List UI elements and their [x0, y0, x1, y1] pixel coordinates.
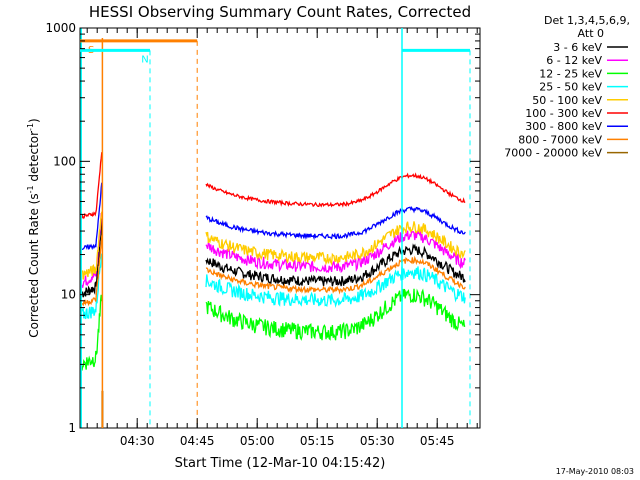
y-axis-label-main: Corrected Count Rate (s	[27, 193, 41, 337]
series-layer	[81, 152, 466, 428]
x-tick-label: 05:30	[360, 434, 395, 448]
legend-label-6: 300 - 800 keV	[525, 120, 602, 133]
series-6	[81, 182, 466, 251]
series-line-pre	[81, 152, 103, 220]
series-4	[81, 211, 466, 280]
y-axis-label-end: )	[27, 118, 41, 123]
chart-title: HESSI Observing Summary Count Rates, Cor…	[89, 3, 471, 21]
legend-label-3: 25 - 50 keV	[539, 81, 602, 94]
y-tick-label: 10	[61, 288, 76, 302]
legend-label-7: 800 - 7000 keV	[518, 133, 602, 146]
y-axis-label-sup1: -1	[26, 185, 35, 193]
x-tick-label: 05:45	[420, 434, 455, 448]
x-axis-label: Start Time (12-Mar-10 04:15:42)	[175, 456, 386, 471]
series-line-pre	[81, 294, 103, 371]
plot-frame	[79, 27, 481, 429]
y-tick-label: 100	[53, 154, 76, 168]
series-7	[81, 235, 466, 307]
legend-header-line1: Det 1,3,4,5,6,9,	[544, 14, 630, 27]
flags-layer: SN	[80, 28, 471, 428]
y-axis: 1 10 100 1000	[45, 21, 480, 435]
series-line-pre	[81, 182, 103, 251]
legend-label-5: 100 - 300 keV	[525, 107, 602, 120]
legend-label-2: 12 - 25 keV	[539, 67, 602, 80]
series-line-pre	[81, 235, 103, 307]
series-2	[81, 288, 466, 371]
flag-label: N	[141, 54, 148, 65]
series-3	[81, 253, 466, 320]
series-line-post	[205, 288, 466, 341]
series-5	[81, 152, 466, 220]
y-axis-label-sup2: -1	[26, 123, 35, 131]
x-axis: 04:30 04:45 05:00 05:15 05:30 05:45	[86, 28, 478, 448]
series-line-post	[205, 255, 466, 295]
legend-label-1: 6 - 12 keV	[546, 54, 602, 67]
legend-label-8: 7000 - 20000 keV	[504, 147, 602, 160]
series-line-post	[205, 205, 466, 241]
legend-label-4: 50 - 100 keV	[532, 94, 602, 107]
y-tick-label: 1	[68, 421, 76, 435]
x-tick-label: 05:00	[240, 434, 275, 448]
x-tick-label: 04:30	[120, 434, 155, 448]
series-line-pre	[81, 253, 103, 320]
legend-header-line2: Att 0	[578, 27, 604, 40]
series-line-post	[205, 230, 466, 274]
footer-date: 17-May-2010 08:03	[556, 467, 634, 476]
series-line-post	[205, 221, 466, 267]
legend-label-0: 3 - 6 keV	[553, 41, 602, 54]
series-line-pre	[81, 211, 103, 280]
series-line-post	[205, 266, 466, 309]
x-tick-label: 05:15	[300, 434, 335, 448]
series-line-post	[205, 243, 466, 288]
x-tick-label: 04:45	[180, 434, 215, 448]
series-line-post	[205, 172, 466, 208]
y-axis-label: Corrected Count Rate (s-1 detector-1)	[26, 118, 41, 337]
y-tick-label: 1000	[45, 21, 76, 35]
y-axis-label-mid: detector	[27, 131, 41, 186]
